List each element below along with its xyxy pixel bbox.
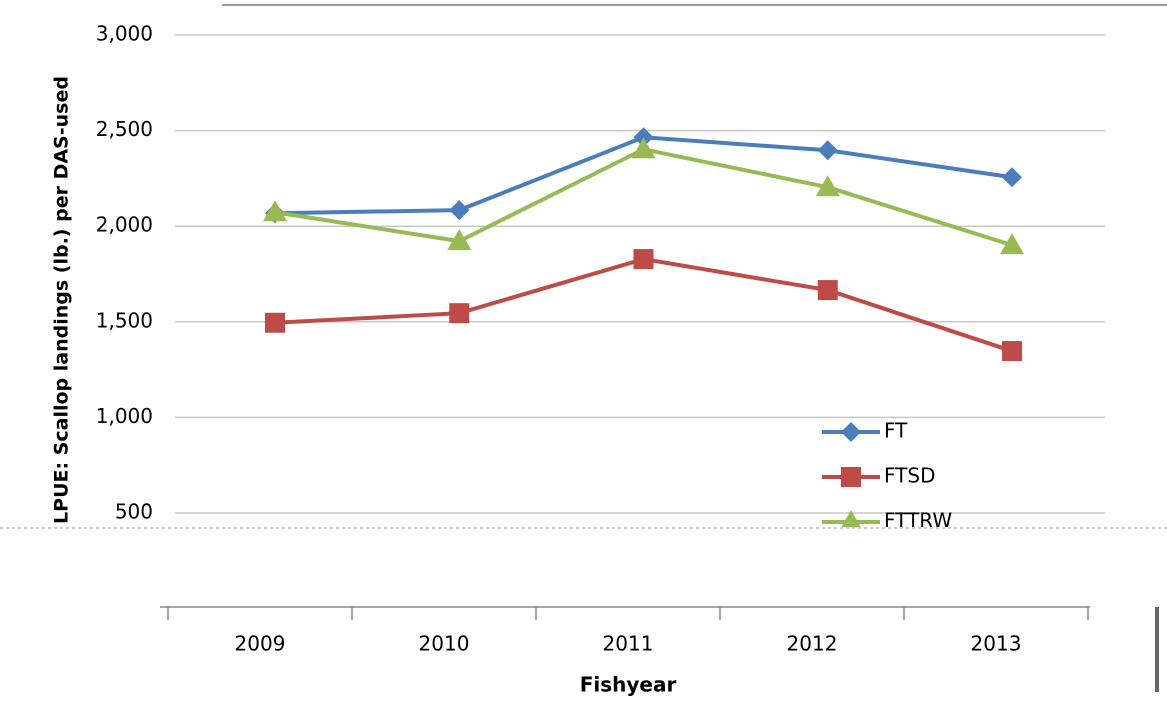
edge-bar (1155, 607, 1159, 692)
y-tick-label: 500 (115, 500, 153, 524)
y-tick-label: 3,000 (96, 22, 153, 46)
marker (265, 312, 285, 333)
marker (841, 467, 861, 487)
x-axis-label: Fishyear (580, 673, 677, 697)
marker (449, 200, 470, 221)
y-axis-label: LPUE: Scallop landings (lb.) per DAS-use… (51, 76, 73, 524)
marker (817, 140, 838, 161)
series-line (274, 147, 1013, 248)
legend-label: FTTRW (884, 509, 952, 533)
marker (1002, 341, 1022, 362)
plot-area: FT FTSD FTTRW (175, 34, 1105, 533)
x-tick-label: 2010 (419, 632, 470, 656)
marker (633, 127, 654, 148)
marker (1000, 233, 1024, 255)
x-axis: 2009 2010 2011 2012 2013 (160, 606, 1090, 656)
y-tick-label: 1,000 (96, 404, 153, 428)
marker (263, 200, 287, 222)
legend-label: FT (884, 419, 908, 443)
marker (841, 422, 861, 442)
x-tick-label: 2012 (787, 632, 838, 656)
marker (633, 249, 654, 270)
marker (449, 303, 470, 324)
y-tick-label: 1,500 (96, 308, 153, 332)
marker (1002, 167, 1022, 188)
marker (631, 137, 656, 159)
marker (447, 229, 472, 251)
x-tick-label: 2013 (971, 632, 1022, 656)
y-tick-label: 2,000 (96, 213, 153, 237)
marker (841, 510, 861, 527)
marker (815, 175, 840, 197)
marker (817, 280, 838, 301)
y-tick-label: 2,500 (96, 117, 153, 141)
legend-label: FTSD (884, 464, 935, 488)
series-line (274, 257, 1013, 353)
x-tick-label: 2009 (235, 632, 286, 656)
x-tick-label: 2011 (603, 632, 654, 656)
